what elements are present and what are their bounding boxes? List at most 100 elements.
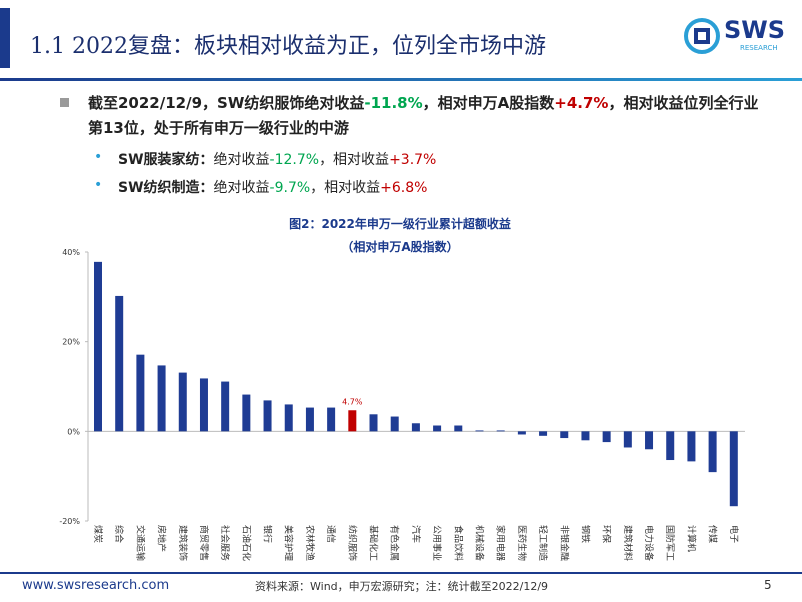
x-tick-label: 计算机 (685, 525, 697, 552)
bar (645, 431, 654, 450)
text-segment: SW纺织制造： (118, 180, 214, 196)
text-segment: ，相对收益 (310, 180, 381, 196)
x-tick-label: 建筑材料 (622, 525, 634, 561)
bar (433, 425, 442, 432)
text-segment: 截至2022/12/9，SW纺织服饰绝对收益 (88, 94, 365, 112)
bar (199, 378, 208, 432)
bar (305, 407, 314, 432)
x-tick-label: 社会服务 (219, 525, 231, 561)
x-tick-label: 银行 (262, 525, 274, 543)
bar (687, 431, 696, 462)
x-tick-label: 汽车 (410, 525, 422, 543)
text-segment: +4.7% (554, 94, 609, 112)
x-tick-label: 电力设备 (643, 525, 655, 561)
text-segment: SW服装家纺： (118, 152, 214, 168)
sub-bullet-text: SW服装家纺：绝对收益-12.7%，相对收益+3.7% (118, 149, 436, 169)
bar (623, 431, 632, 448)
text-segment: +6.8% (380, 180, 428, 196)
bar (666, 431, 675, 461)
bar (327, 407, 336, 432)
x-tick-label: 石油石化 (240, 525, 252, 561)
bar (284, 404, 293, 432)
y-tick-label: 20% (62, 338, 80, 347)
text-segment: 绝对收益 (213, 180, 270, 196)
y-tick-label: 40% (62, 248, 80, 257)
text-segment: ，相对申万A股指数 (422, 94, 555, 112)
text-segment: -9.7% (269, 180, 311, 196)
bar (221, 381, 230, 432)
x-tick-label: 通信 (325, 525, 337, 543)
text-segment: 绝对收益 (213, 152, 270, 168)
page-number: 5 (764, 578, 772, 592)
footer-url: www.swsresearch.com (22, 578, 170, 593)
bar (348, 410, 357, 432)
logo-icon (684, 18, 720, 54)
bar (581, 431, 590, 441)
bar (729, 431, 738, 507)
bar (517, 431, 526, 435)
sub-bullet-text: SW纺织制造：绝对收益-9.7%，相对收益+6.8% (118, 177, 427, 197)
bar (496, 430, 505, 432)
sub-bullet-marker: • (94, 177, 103, 193)
title-accent (0, 8, 10, 68)
bar (539, 431, 548, 436)
text-segment: -11.8% (364, 94, 423, 112)
x-tick-label: 有色金属 (389, 525, 401, 561)
footer-source: 资料来源：Wind，申万宏源研究；注：统计截至2022/12/9 (255, 580, 549, 593)
bar (475, 430, 484, 432)
x-tick-label: 轻工制造 (537, 525, 549, 561)
bar (411, 423, 420, 432)
x-tick-label: 家用电器 (495, 525, 507, 561)
bar (178, 372, 187, 432)
x-tick-label: 美容护理 (283, 525, 295, 561)
y-tick-label: -20% (59, 517, 80, 526)
bullet-text: 截至2022/12/9，SW纺织服饰绝对收益-11.8%，相对申万A股指数+4.… (88, 91, 768, 141)
text-segment: ，相对收益位列全行业第13位，处于所有申万一级行业的中游 (88, 94, 759, 137)
text-segment: +3.7% (389, 152, 437, 168)
bar (115, 295, 124, 432)
bar (560, 431, 569, 439)
text-segment: ，相对收益 (319, 152, 390, 168)
chart-title: 图2：2022年申万一级行业累计超额收益 (289, 216, 511, 231)
text-segment: -12.7% (269, 152, 320, 168)
footer-rule (0, 572, 802, 574)
value-label: 4.7% (342, 397, 363, 406)
bar (369, 414, 378, 432)
x-tick-label: 国防军工 (664, 525, 676, 561)
x-tick-label: 房地产 (156, 525, 168, 552)
slide-title: 1.1 2022复盘：板块相对收益为正，位列全市场中游 (30, 34, 546, 59)
x-tick-label: 纺织服饰 (346, 525, 358, 561)
bar (602, 431, 611, 443)
y-tick-label: 0% (67, 427, 80, 436)
bar (94, 261, 102, 432)
x-tick-label: 建筑装饰 (177, 525, 189, 561)
title-rule (0, 78, 802, 81)
x-tick-label: 煤炭 (92, 525, 104, 543)
x-tick-label: 非银金融 (558, 525, 570, 561)
logo-sub: RESEARCH (740, 44, 778, 52)
bar (454, 425, 463, 432)
x-tick-label: 商贸零售 (198, 525, 210, 561)
chart-subtitle: （相对申万A股指数） (341, 239, 458, 254)
bar (708, 431, 717, 473)
bar (157, 365, 166, 432)
bar (242, 394, 251, 432)
x-tick-label: 环保 (601, 525, 613, 543)
x-tick-label: 基础化工 (368, 525, 380, 561)
x-tick-label: 机械设备 (473, 525, 485, 561)
x-tick-label: 传媒 (707, 525, 719, 543)
x-tick-label: 食品饮料 (452, 525, 464, 561)
logo-text: SWS (724, 16, 786, 44)
bullet-marker (60, 98, 69, 107)
x-tick-label: 农林牧渔 (304, 525, 316, 561)
x-tick-label: 电子 (728, 525, 740, 543)
bar (390, 416, 399, 432)
x-tick-label: 公用事业 (431, 525, 443, 561)
bar (263, 400, 272, 432)
bar (136, 354, 145, 432)
x-tick-label: 钢铁 (579, 525, 591, 543)
x-tick-label: 综合 (113, 525, 125, 543)
sub-bullet-marker: • (94, 149, 103, 165)
